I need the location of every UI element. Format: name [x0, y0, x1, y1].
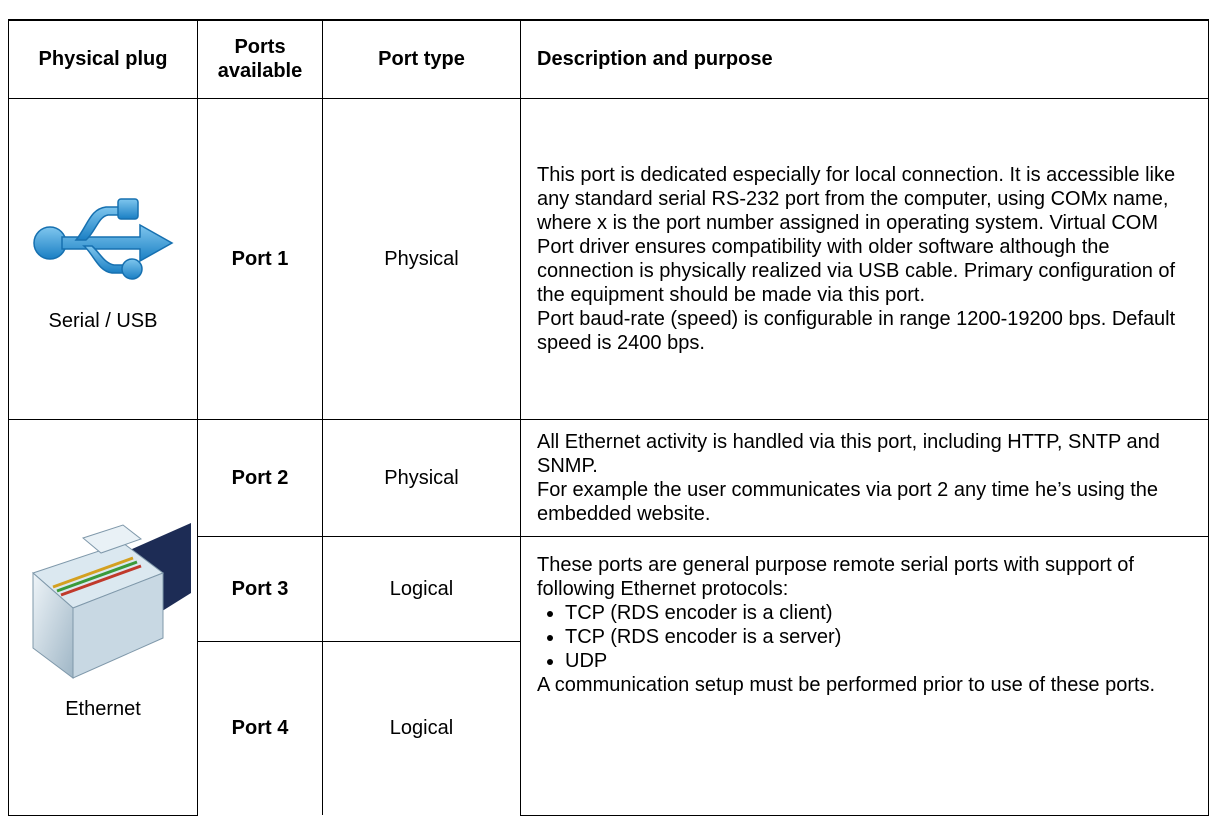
- description-cell: These ports are general purpose remote s…: [520, 535, 1209, 816]
- header-cell: Ports available: [197, 19, 323, 99]
- plug-cell: Ethernet: [8, 418, 198, 816]
- row: Serial / USB Port 1 Physical This port i…: [8, 97, 1209, 420]
- description-text: A communication setup must be performed …: [537, 673, 1156, 696]
- ethernet-icon: [32, 523, 191, 679]
- type-cell: Physical: [322, 418, 521, 537]
- plug-label: Ethernet: [65, 698, 141, 720]
- port-cell: Port 1: [197, 97, 323, 420]
- protocol-item: TCP (RDS encoder is a server): [565, 625, 1196, 649]
- row: Port 3 Logical These ports are general p…: [9, 535, 1209, 816]
- port-cell: Port 3: [197, 535, 323, 642]
- description-text: These ports are general purpose remote s…: [537, 553, 1134, 600]
- row: Ethernet Port 2 Physical All Ethernet ac…: [8, 418, 1209, 816]
- type-cell: Logical: [322, 640, 521, 815]
- description-cell: All Ethernet activity is handled via thi…: [520, 418, 1209, 537]
- plug-label: Serial / USB: [48, 309, 158, 332]
- type-cell: Logical: [322, 535, 521, 642]
- description-text: For example the user communicates via po…: [537, 478, 1159, 525]
- port-cell: Port 2: [197, 418, 323, 537]
- description-text: Port baud-rate (speed) is configurable i…: [537, 307, 1176, 354]
- ports-table: Physical plug Ports available Port type …: [8, 19, 1209, 816]
- protocol-item: TCP (RDS encoder is a client): [565, 601, 1196, 625]
- type-cell: Physical: [322, 97, 521, 420]
- header-cell: Port type: [322, 19, 521, 99]
- header-cell: Physical plug: [8, 19, 198, 99]
- protocol-list: TCP (RDS encoder is a client) TCP (RDS e…: [537, 601, 1196, 673]
- plug-cell: Serial / USB: [8, 97, 198, 420]
- description-text: This port is dedicated especially for lo…: [537, 163, 1176, 306]
- protocol-item: UDP: [565, 649, 1196, 673]
- description-cell: This port is dedicated especially for lo…: [520, 97, 1209, 420]
- port-cell: Port 4: [197, 640, 323, 815]
- row: Port 4 Logical: [9, 640, 1209, 815]
- header-row: Physical plug Ports available Port type …: [8, 19, 1209, 99]
- usb-icon: [33, 197, 174, 280]
- description-text: All Ethernet activity is handled via thi…: [537, 430, 1160, 477]
- header-cell: Description and purpose: [520, 19, 1209, 99]
